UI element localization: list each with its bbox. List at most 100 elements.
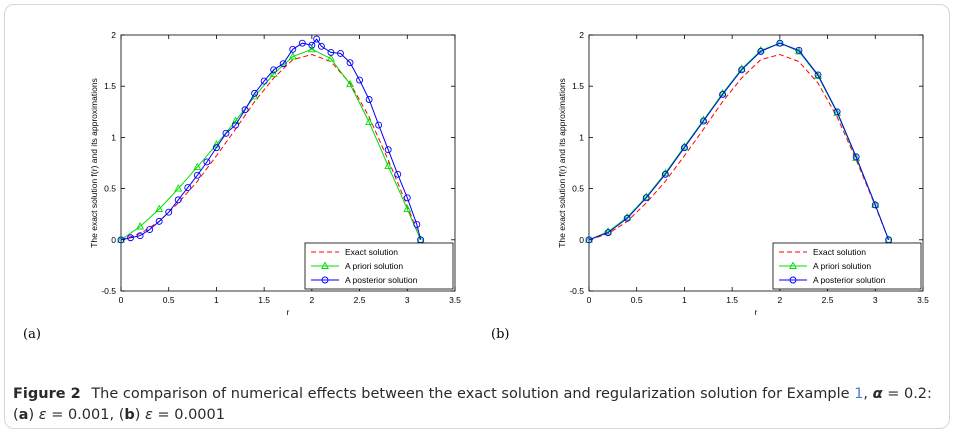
data-point-priori — [288, 52, 297, 60]
data-point-posterior — [317, 42, 325, 50]
data-point-posterior — [795, 46, 803, 54]
plot-area — [120, 34, 456, 292]
data-point-posterior — [833, 108, 841, 116]
data-point-posterior — [700, 117, 707, 125]
series-line-1 — [120, 53, 422, 241]
data-point-priori — [852, 153, 861, 161]
y-axis-label: The exact solution f(r) and its approxim… — [557, 78, 567, 248]
panel-label-a: (a) — [23, 327, 41, 342]
data-point-posterior — [165, 208, 173, 216]
legend-label-3: A posterior solution — [813, 275, 886, 285]
panel-ref-b: b — [124, 407, 135, 423]
y-tick-label: 1 — [579, 132, 584, 142]
x-tick-label: 3.5 — [449, 295, 461, 305]
y-tick-label: 1.5 — [572, 81, 584, 91]
series-line-2 — [120, 48, 422, 241]
figure-label: Figure 2 — [13, 386, 81, 402]
y-tick-label: 2 — [111, 30, 116, 40]
data-point-posterior — [155, 217, 163, 225]
data-point-posterior — [174, 196, 182, 204]
figure-caption: Figure 2 The comparison of numerical eff… — [13, 386, 932, 423]
legend-label-1: Exact solution — [813, 247, 866, 257]
data-point-posterior — [604, 229, 612, 237]
data-point-posterior — [127, 234, 134, 242]
data-point-posterior — [346, 59, 354, 67]
alpha-symbol: α — [872, 386, 883, 402]
data-point-posterior — [251, 89, 259, 97]
data-point-posterior — [146, 226, 154, 234]
series-line-3 — [120, 38, 422, 241]
data-point-posterior — [117, 236, 125, 244]
panel-label-b: (b) — [491, 327, 510, 342]
y-tick-label: 0.5 — [104, 184, 116, 194]
data-point-priori — [155, 204, 164, 213]
data-point-posterior — [241, 106, 249, 114]
alpha-value: = 0.2: ( — [13, 386, 932, 423]
data-point-posterior — [384, 146, 392, 154]
x-tick-label: 1.5 — [258, 295, 270, 305]
x-tick-label: 2.5 — [354, 295, 366, 305]
data-point-priori — [833, 108, 842, 116]
data-point-priori — [174, 184, 183, 192]
data-point-priori — [193, 162, 202, 171]
x-tick-label: 3 — [405, 295, 410, 305]
x-tick-label: 0.5 — [163, 295, 175, 305]
data-point-priori — [756, 45, 765, 54]
data-point-posterior — [337, 49, 344, 57]
legend-marker-posterior — [789, 276, 797, 284]
data-point-posterior — [136, 232, 144, 240]
data-point-posterior — [403, 194, 411, 202]
data-point-priori — [326, 54, 335, 62]
caption-text: The comparison of numerical effects betw… — [91, 386, 850, 402]
epsilon-b-value: = 0.0001 — [157, 407, 225, 423]
y-tick-label: 1 — [111, 132, 116, 142]
caption-comma: , — [863, 386, 869, 402]
data-point-priori — [775, 38, 784, 47]
data-point-posterior — [270, 66, 278, 74]
x-tick-label: 1 — [214, 295, 219, 305]
y-tick-label: -0.5 — [569, 286, 584, 296]
x-tick-label: 1.5 — [726, 295, 738, 305]
data-point-posterior — [232, 121, 239, 129]
data-point-posterior — [203, 158, 211, 166]
y-axis-label: The exact solution f(r) and its approxim… — [89, 78, 99, 248]
data-point-posterior — [289, 45, 297, 53]
y-tick-label: 0 — [579, 235, 584, 245]
y-tick-label: -0.5 — [101, 286, 116, 296]
data-point-priori — [231, 116, 240, 124]
data-point-priori — [269, 69, 278, 77]
data-point-priori — [814, 71, 822, 79]
x-tick-label: 2 — [777, 295, 782, 305]
legend-label-3: A posterior solution — [345, 275, 418, 285]
data-point-priori — [136, 222, 145, 230]
data-point-posterior — [680, 144, 688, 152]
data-point-posterior — [776, 39, 784, 47]
y-tick-label: 0.5 — [572, 184, 584, 194]
data-point-priori — [346, 79, 354, 88]
legend-label-2: A priori solution — [813, 261, 871, 271]
data-point-posterior — [413, 220, 421, 228]
y-tick-label: 2 — [579, 30, 584, 40]
series-line-2 — [588, 42, 890, 241]
data-point-posterior — [394, 170, 402, 178]
data-point-priori — [871, 200, 880, 208]
data-point-posterior — [738, 66, 746, 74]
data-point-posterior — [279, 60, 287, 68]
x-tick-label: 0.5 — [631, 295, 643, 305]
epsilon-b-symbol: ε — [145, 407, 153, 423]
figure-frame: 0 0.5 1 1.5 2 2.5 3 3.5 -0.5 0 0.5 1 1.5 2 r The exact … — [4, 4, 950, 429]
example-link[interactable]: 1 — [854, 386, 864, 402]
data-point-posterior — [260, 77, 268, 85]
series-line-3 — [588, 42, 890, 241]
x-tick-label: 3 — [873, 295, 878, 305]
epsilon-a-symbol: ε — [38, 407, 47, 423]
legend-marker-priori — [789, 261, 797, 269]
data-point-posterior — [719, 90, 727, 98]
data-point-posterior — [313, 35, 321, 43]
data-point-priori — [307, 44, 316, 53]
data-point-posterior — [308, 41, 316, 49]
data-point-posterior — [757, 47, 765, 55]
y-tick-label: 0 — [111, 235, 116, 245]
legend-label-1: Exact solution — [345, 247, 398, 257]
